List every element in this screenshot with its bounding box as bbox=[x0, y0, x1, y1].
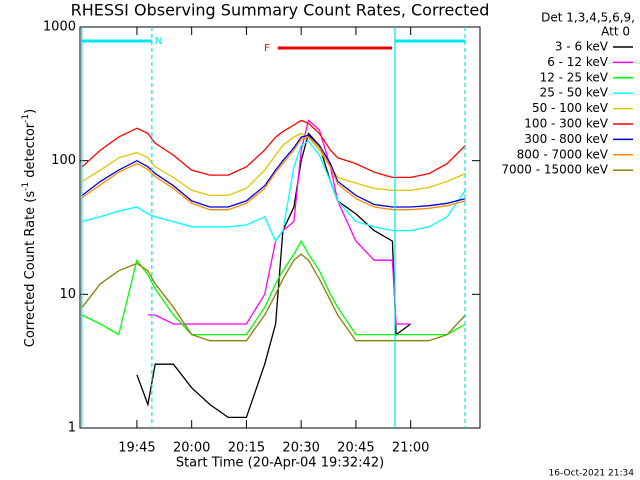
legend-label: 6 - 12 keV bbox=[547, 55, 609, 69]
series-line bbox=[81, 253, 466, 342]
x-tick-label: 20:30 bbox=[282, 441, 319, 456]
series-line bbox=[136, 132, 412, 419]
attenuator: Att 0 bbox=[601, 25, 630, 39]
legend-label: 25 - 50 keV bbox=[540, 86, 609, 100]
y-label-sup: -1 bbox=[21, 182, 31, 191]
night-label: N bbox=[155, 36, 162, 47]
y-label-part: ) bbox=[23, 109, 38, 114]
legend-label: 7000 - 15000 keV bbox=[501, 163, 608, 177]
timestamp: 16-Oct-2021 21:34 bbox=[549, 469, 635, 479]
legend-label: 300 - 800 keV bbox=[524, 132, 608, 146]
y-axis-label: Corrected Count Rate (s-1 detector-1) bbox=[21, 109, 38, 347]
x-tick-label: 21:00 bbox=[392, 441, 429, 456]
legend-label: 3 - 6 keV bbox=[555, 40, 609, 54]
series-line bbox=[81, 119, 466, 179]
x-tick-label: 20:00 bbox=[173, 441, 210, 456]
x-tick-label: 20:45 bbox=[337, 441, 374, 456]
legend-label: 800 - 7000 keV bbox=[517, 147, 609, 161]
legend-label: 50 - 100 keV bbox=[532, 101, 609, 115]
y-tick-label: 10 bbox=[59, 287, 76, 302]
flare-label: F bbox=[264, 43, 270, 54]
x-tick-label: 20:15 bbox=[228, 441, 265, 456]
y-label-sup: -1 bbox=[21, 114, 31, 123]
y-tick-label: 1 bbox=[68, 421, 76, 436]
detectors: Det 1,3,4,5,6,9, bbox=[541, 11, 635, 25]
y-tick-label: 100 bbox=[51, 153, 76, 168]
y-label-part: detector bbox=[23, 122, 38, 182]
series-line bbox=[82, 140, 466, 243]
y-tick-label: 1000 bbox=[43, 20, 76, 35]
chart-title: RHESSI Observing Summary Count Rates, Co… bbox=[71, 1, 490, 20]
series-line bbox=[147, 119, 411, 325]
y-label-part: Corrected Count Rate (s bbox=[23, 191, 38, 348]
x-axis-label: Start Time (20-Apr-04 19:32:42) bbox=[176, 456, 384, 471]
series-line bbox=[81, 136, 466, 211]
plot-frame bbox=[79, 26, 481, 429]
x-tick-label: 19:45 bbox=[118, 441, 155, 456]
legend-label: 12 - 25 keV bbox=[540, 70, 609, 84]
legend-label: 100 - 300 keV bbox=[524, 117, 608, 131]
